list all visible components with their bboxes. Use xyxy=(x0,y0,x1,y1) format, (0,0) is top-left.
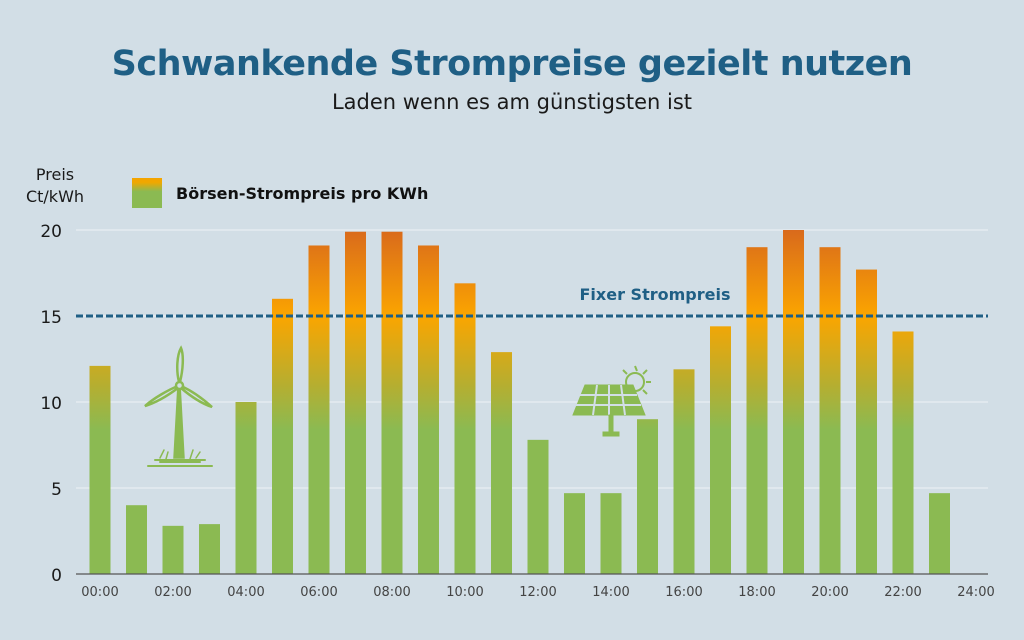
x-tick-label: 24:00 xyxy=(957,585,994,600)
legend-swatch xyxy=(132,178,162,208)
bar xyxy=(710,326,731,574)
bar xyxy=(308,245,330,575)
bar xyxy=(89,365,111,574)
legend-label: Börsen-Strompreis pro KWh xyxy=(176,184,429,203)
bar xyxy=(199,524,220,574)
x-tick-label: 20:00 xyxy=(811,585,848,600)
y-tick-label: 20 xyxy=(40,222,62,242)
y-tick-label: 10 xyxy=(40,394,62,414)
bar xyxy=(892,331,914,574)
bar xyxy=(637,419,658,574)
chart-subtitle: Laden wenn es am günstigsten ist xyxy=(331,90,693,114)
bar xyxy=(929,493,950,574)
bar xyxy=(491,352,512,574)
bar xyxy=(783,230,804,574)
bar xyxy=(454,283,476,574)
bar xyxy=(381,231,403,574)
bar xyxy=(856,269,877,574)
bar xyxy=(564,493,585,574)
x-tick-label: 00:00 xyxy=(81,585,118,600)
bar xyxy=(162,525,184,574)
x-tick-label: 14:00 xyxy=(592,585,629,600)
x-tick-label: 16:00 xyxy=(665,585,702,600)
y-tick-label: 0 xyxy=(51,566,62,586)
x-tick-label: 10:00 xyxy=(446,585,483,600)
y-tick-label: 15 xyxy=(40,308,62,328)
x-tick-label: 02:00 xyxy=(154,585,191,600)
y-tick-label: 5 xyxy=(51,480,62,500)
bar xyxy=(235,402,257,574)
bar xyxy=(418,245,439,575)
solar-panel-icon xyxy=(572,365,651,437)
y-axis-label-line1: Preis xyxy=(35,165,75,184)
fixed-price-label: Fixer Strompreis xyxy=(580,285,731,304)
x-tick-label: 04:00 xyxy=(227,585,264,600)
bar xyxy=(126,505,147,574)
chart-title: Schwankende Strompreise gezielt nutzen xyxy=(111,44,913,84)
bar xyxy=(673,369,695,574)
bar xyxy=(600,493,622,574)
x-tick-label: 22:00 xyxy=(884,585,921,600)
x-tick-label: 06:00 xyxy=(300,585,337,600)
wind-turbine-icon xyxy=(144,345,213,467)
x-tick-label: 08:00 xyxy=(373,585,410,600)
x-tick-label: 12:00 xyxy=(519,585,556,600)
y-axis-label-line2: Ct/kWh xyxy=(25,187,85,206)
bar xyxy=(272,298,293,574)
bar xyxy=(345,231,366,574)
y-axis-label: Preis Ct/kWh xyxy=(20,164,90,208)
x-tick-label: 18:00 xyxy=(738,585,775,600)
bar xyxy=(746,247,768,574)
bar xyxy=(527,439,549,574)
bar xyxy=(819,247,841,574)
